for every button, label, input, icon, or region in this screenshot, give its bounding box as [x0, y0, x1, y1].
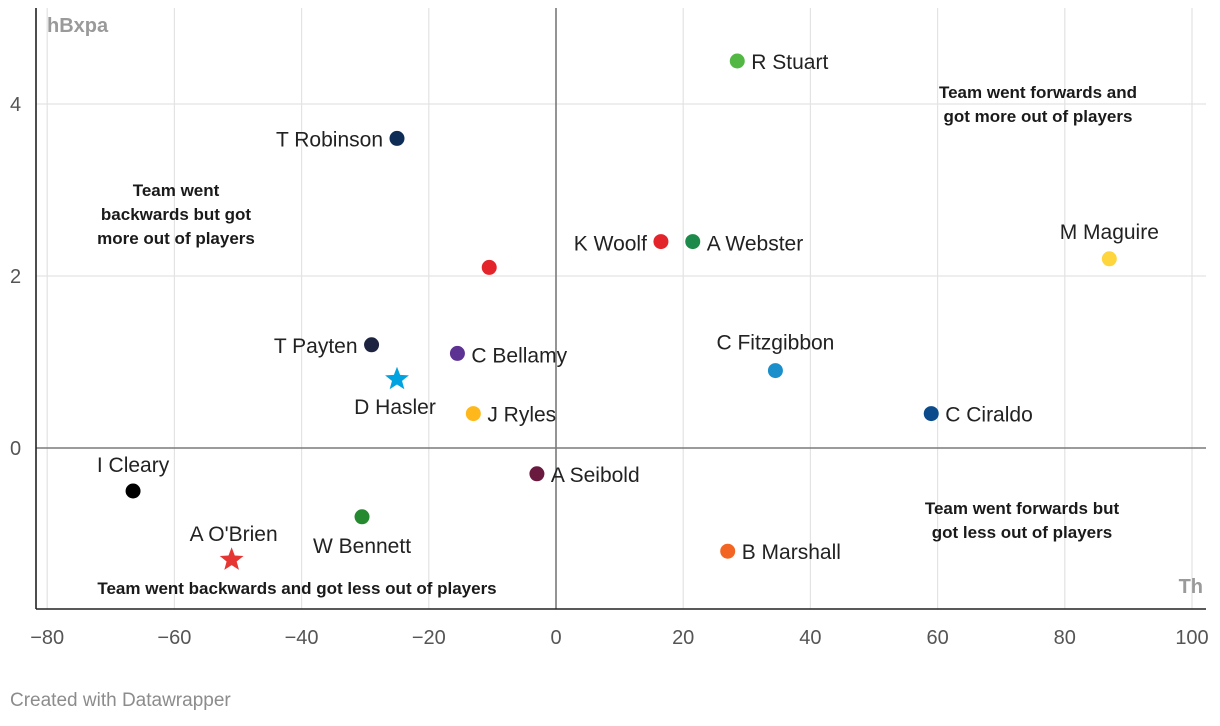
- x-tick-label: −40: [285, 627, 319, 649]
- point-label: A O'Brien: [190, 523, 278, 546]
- point-label: C Ciraldo: [945, 404, 1033, 427]
- x-tick-label: −20: [412, 627, 446, 649]
- x-tick-label: 0: [550, 627, 561, 649]
- point-i-cleary: [125, 483, 141, 499]
- x-tick-labels: −80 −60 −40 −20 0 20 40 60 80 100: [30, 627, 1208, 649]
- datawrapper-credit: Created with Datawrapper: [10, 690, 231, 711]
- point-a-seibold: [529, 466, 545, 482]
- y-axis-title: hBxpa: [47, 15, 109, 37]
- quadrant-annotation: Team went backwards but got more out of pl…: [97, 181, 255, 248]
- point-label: C Fitzgibbon: [716, 332, 834, 355]
- x-tick-label: 20: [672, 627, 694, 649]
- point-b-marshall: [720, 543, 736, 559]
- y-tick-label: 4: [10, 94, 21, 116]
- x-tick-label: 60: [926, 627, 948, 649]
- scatter-chart: hBxpa Th −80 −60 −40 −20 0 20 40 60 80 100 0 2 4 Te…: [10, 8, 1209, 649]
- grid-lines: [36, 8, 1206, 609]
- point-w-bennett: [354, 509, 370, 525]
- point-label: T Robinson: [276, 128, 383, 151]
- point-t-payten: [364, 337, 380, 353]
- x-tick-label: 80: [1054, 627, 1076, 649]
- point-label: W Bennett: [313, 535, 411, 558]
- x-tick-label: 100: [1175, 627, 1208, 649]
- point-c-ciraldo: [923, 406, 939, 422]
- point-t-robinson: [389, 130, 405, 146]
- point-k-woolf: [653, 234, 669, 250]
- point-label: T Payten: [274, 335, 358, 358]
- point-label: K Woolf: [574, 233, 647, 256]
- y-tick-label: 2: [10, 266, 21, 288]
- point-label: D Hasler: [354, 396, 436, 419]
- x-tick-label: 40: [799, 627, 821, 649]
- point-label: I Cleary: [97, 454, 170, 477]
- point-a-webster: [685, 234, 701, 250]
- point-c-fitzgibbon: [767, 363, 783, 379]
- point-label: A Webster: [707, 233, 804, 256]
- axes: [35, 8, 1206, 610]
- point-label: C Bellamy: [471, 344, 567, 367]
- y-tick-label: 0: [10, 438, 21, 460]
- point-star-a-o-brien: [219, 547, 244, 570]
- point-j-ryles: [465, 406, 481, 422]
- y-tick-labels: 0 2 4: [10, 94, 21, 460]
- point-r-stuart: [729, 53, 745, 69]
- point-m-maguire: [1101, 251, 1117, 267]
- point-label: A Seibold: [551, 464, 640, 487]
- point-label: M Maguire: [1060, 221, 1159, 244]
- x-axis-title: Th: [1179, 576, 1203, 598]
- quadrant-annotation: Team went forwards but got less out of pl…: [925, 499, 1120, 542]
- point-label: B Marshall: [742, 541, 841, 564]
- point-c-bellamy: [449, 345, 465, 361]
- quadrant-annotation: Team went forwards and got more out of pl…: [939, 83, 1137, 126]
- data-points: R Stuart T Robinson K Woolf A Webster M Magu…: [97, 51, 1159, 570]
- x-tick-label: −80: [30, 627, 64, 649]
- point-unlabeled: [481, 259, 497, 275]
- point-label: R Stuart: [751, 51, 828, 74]
- point-star-d-hasler: [385, 366, 409, 390]
- quadrant-annotations: Team went forwards and got more out of pl…: [97, 83, 1137, 598]
- quadrant-annotation: Team went backwards and got less out of …: [97, 579, 496, 598]
- x-tick-label: −60: [157, 627, 191, 649]
- point-label: J Ryles: [487, 404, 556, 427]
